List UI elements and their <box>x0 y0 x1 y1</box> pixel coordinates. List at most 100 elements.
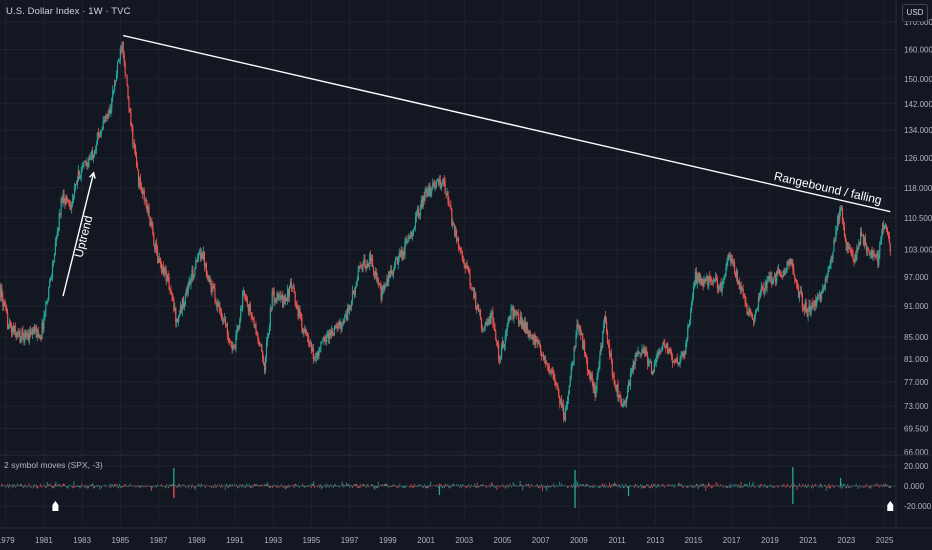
candle-body <box>597 370 599 377</box>
y-tick-label: 73.000 <box>904 402 929 411</box>
candle-body <box>259 343 261 345</box>
candle-body <box>703 280 705 287</box>
candle-body <box>841 208 844 224</box>
candle-body <box>13 326 15 333</box>
candle-body <box>26 333 28 338</box>
candle-body <box>311 347 313 351</box>
candle-body <box>2 297 4 307</box>
candle-body <box>535 339 537 345</box>
candle-body <box>137 170 140 187</box>
candle-body <box>391 270 393 274</box>
candle-body <box>401 250 403 261</box>
candle-body <box>289 282 291 286</box>
candle-body <box>393 263 396 270</box>
candle-body <box>399 253 401 256</box>
candle-body <box>90 156 92 160</box>
candle-body <box>655 357 657 364</box>
candle-body <box>470 284 472 289</box>
candle-body <box>169 289 171 290</box>
candle-body <box>642 349 644 353</box>
candle-body <box>658 351 660 354</box>
candle-body <box>725 267 727 276</box>
candle-body <box>100 130 102 135</box>
candle-body <box>763 291 765 292</box>
candle-body <box>594 384 596 398</box>
candle-body <box>130 111 132 127</box>
candle-body <box>293 287 295 293</box>
candle-body <box>846 242 848 251</box>
candle-body <box>714 277 717 280</box>
candle-body <box>834 240 836 242</box>
candle-body <box>659 350 661 352</box>
candle-body <box>131 126 133 127</box>
candle-body <box>128 99 130 109</box>
candle-body <box>618 395 620 398</box>
candle-body <box>246 300 249 305</box>
y-tick-label: 160.000 <box>904 46 932 55</box>
candle-body <box>146 205 148 213</box>
candle-body <box>264 357 267 371</box>
candle-body <box>631 369 633 372</box>
candle-body <box>200 252 203 259</box>
candle-body <box>97 132 99 136</box>
candle-body <box>473 287 475 298</box>
candle-body <box>776 271 779 274</box>
candle-body <box>461 252 463 259</box>
candle-body <box>847 242 849 249</box>
candle-body <box>38 335 40 338</box>
candle-body <box>550 370 552 374</box>
candle-body <box>307 336 310 343</box>
candle-body <box>436 179 439 181</box>
currency-button[interactable]: USD <box>902 4 928 22</box>
candle-body <box>490 312 492 324</box>
candle-body <box>416 208 419 214</box>
candle-body <box>651 370 654 375</box>
candle-body <box>666 343 668 349</box>
candle-body <box>706 276 708 280</box>
candle-body <box>258 339 260 344</box>
x-tick-label: 1985 <box>111 536 129 545</box>
x-tick-label: 1983 <box>73 536 91 545</box>
candle-body <box>519 322 521 324</box>
candle-body <box>537 339 539 344</box>
candle-body <box>785 270 787 273</box>
candle-body <box>644 347 646 355</box>
candle-body <box>305 328 307 333</box>
candle-body <box>243 291 246 296</box>
candle-body <box>7 326 10 329</box>
candle-body <box>384 285 386 289</box>
candle-body <box>552 371 554 375</box>
candle-body <box>880 240 882 244</box>
indicator-y-tick-label: -20.000 <box>904 502 932 511</box>
candle-body <box>472 287 474 289</box>
candle-body <box>702 283 704 287</box>
candle-body <box>745 301 747 305</box>
candle-body <box>214 288 216 299</box>
candle-body <box>810 310 812 315</box>
candle-body <box>395 259 398 261</box>
candle-body <box>783 270 785 276</box>
candle-body <box>132 126 134 144</box>
candle-body <box>780 275 782 276</box>
candle-body <box>138 178 141 187</box>
candle-body <box>793 269 795 275</box>
candle-body <box>140 185 142 191</box>
candle-body <box>476 307 478 310</box>
candle-body <box>112 90 114 99</box>
candle-body <box>193 275 195 279</box>
trendline[interactable] <box>123 34 891 213</box>
candle-body <box>518 313 520 324</box>
candle-body <box>135 148 137 157</box>
candle-body <box>757 296 760 309</box>
candle-body <box>827 268 829 274</box>
candle-body <box>160 264 163 272</box>
candle-body <box>748 308 750 314</box>
candle-body <box>179 305 182 315</box>
candle-body <box>191 270 193 278</box>
candle-body <box>835 230 837 242</box>
candle-body <box>285 298 288 302</box>
candle-body <box>576 324 578 335</box>
y-tick-label: 110.500 <box>904 214 932 223</box>
uptrend-arrow[interactable] <box>62 172 95 297</box>
